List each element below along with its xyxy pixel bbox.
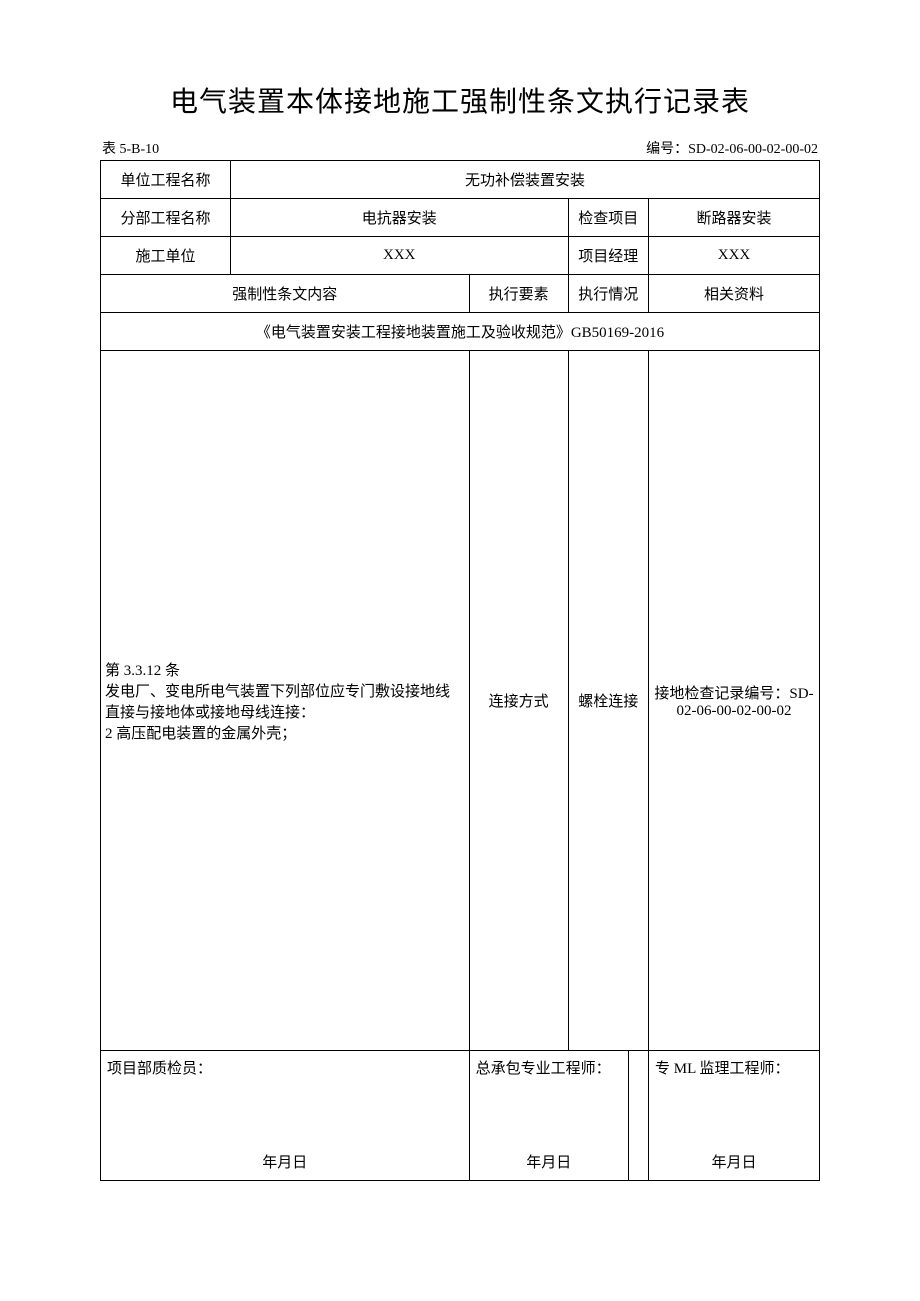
clause-text: 第 3.3.12 条 发电厂、变电所电气装置下列部位应专门敷设接地线直接与接地体… bbox=[105, 659, 465, 743]
label-unit-project: 单位工程名称 bbox=[101, 161, 231, 199]
row-signatures: 项目部质检员： 年月日 总承包专业工程师： 年月日 专 ML 监理工程师： 年月… bbox=[101, 1051, 820, 1181]
row-body: 第 3.3.12 条 发电厂、变电所电气装置下列部位应专门敷设接地线直接与接地体… bbox=[101, 351, 820, 1051]
related-material: 接地检查记录编号：SD-02-06-00-02-00-02 bbox=[649, 351, 820, 1051]
value-contractor: XXX bbox=[231, 237, 569, 275]
header-status: 执行情况 bbox=[568, 275, 648, 313]
header-material: 相关资料 bbox=[649, 275, 820, 313]
label-pm: 项目经理 bbox=[568, 237, 648, 275]
value-check-item: 断路器安装 bbox=[649, 199, 820, 237]
sig-qc-date: 年月日 bbox=[101, 1151, 469, 1172]
header-element: 执行要素 bbox=[469, 275, 568, 313]
sig-engineer-label: 总承包专业工程师： bbox=[476, 1061, 611, 1077]
value-unit-project: 无功补偿装置安装 bbox=[231, 161, 820, 199]
sig-supervisor-label: 专 ML 监理工程师： bbox=[655, 1061, 789, 1077]
table-number: 表 5-B-10 bbox=[102, 138, 159, 158]
sig-engineer-date: 年月日 bbox=[470, 1151, 628, 1172]
sig-engineer: 总承包专业工程师： 年月日 bbox=[469, 1051, 628, 1181]
row-headers: 强制性条文内容 执行要素 执行情况 相关资料 bbox=[101, 275, 820, 313]
exec-element: 连接方式 bbox=[469, 351, 568, 1051]
sig-supervisor-date: 年月日 bbox=[649, 1151, 819, 1172]
sig-supervisor: 专 ML 监理工程师： 年月日 bbox=[649, 1051, 820, 1181]
row-sub-project: 分部工程名称 电抗器安装 检查项目 断路器安装 bbox=[101, 199, 820, 237]
exec-status: 螺栓连接 bbox=[568, 351, 648, 1051]
sig-qc: 项目部质检员： 年月日 bbox=[101, 1051, 470, 1181]
row-unit-project: 单位工程名称 无功补偿装置安装 bbox=[101, 161, 820, 199]
sig-spacer bbox=[629, 1051, 649, 1181]
label-contractor: 施工单位 bbox=[101, 237, 231, 275]
main-table: 单位工程名称 无功补偿装置安装 分部工程名称 电抗器安装 检查项目 断路器安装 … bbox=[100, 160, 820, 1181]
clause-content: 第 3.3.12 条 发电厂、变电所电气装置下列部位应专门敷设接地线直接与接地体… bbox=[101, 351, 470, 1051]
row-contractor: 施工单位 XXX 项目经理 XXX bbox=[101, 237, 820, 275]
value-sub-project: 电抗器安装 bbox=[231, 199, 569, 237]
sig-qc-label: 项目部质检员： bbox=[107, 1061, 212, 1077]
document-title: 电气装置本体接地施工强制性条文执行记录表 bbox=[100, 80, 820, 120]
header-clause: 强制性条文内容 bbox=[101, 275, 470, 313]
document-number: 编号：SD-02-06-00-02-00-02 bbox=[646, 138, 818, 158]
row-standard: 《电气装置安装工程接地装置施工及验收规范》GB50169-2016 bbox=[101, 313, 820, 351]
label-check-item: 检查项目 bbox=[568, 199, 648, 237]
header-meta: 表 5-B-10 编号：SD-02-06-00-02-00-02 bbox=[100, 138, 820, 158]
label-sub-project: 分部工程名称 bbox=[101, 199, 231, 237]
standard-name: 《电气装置安装工程接地装置施工及验收规范》GB50169-2016 bbox=[101, 313, 820, 351]
value-pm: XXX bbox=[649, 237, 820, 275]
